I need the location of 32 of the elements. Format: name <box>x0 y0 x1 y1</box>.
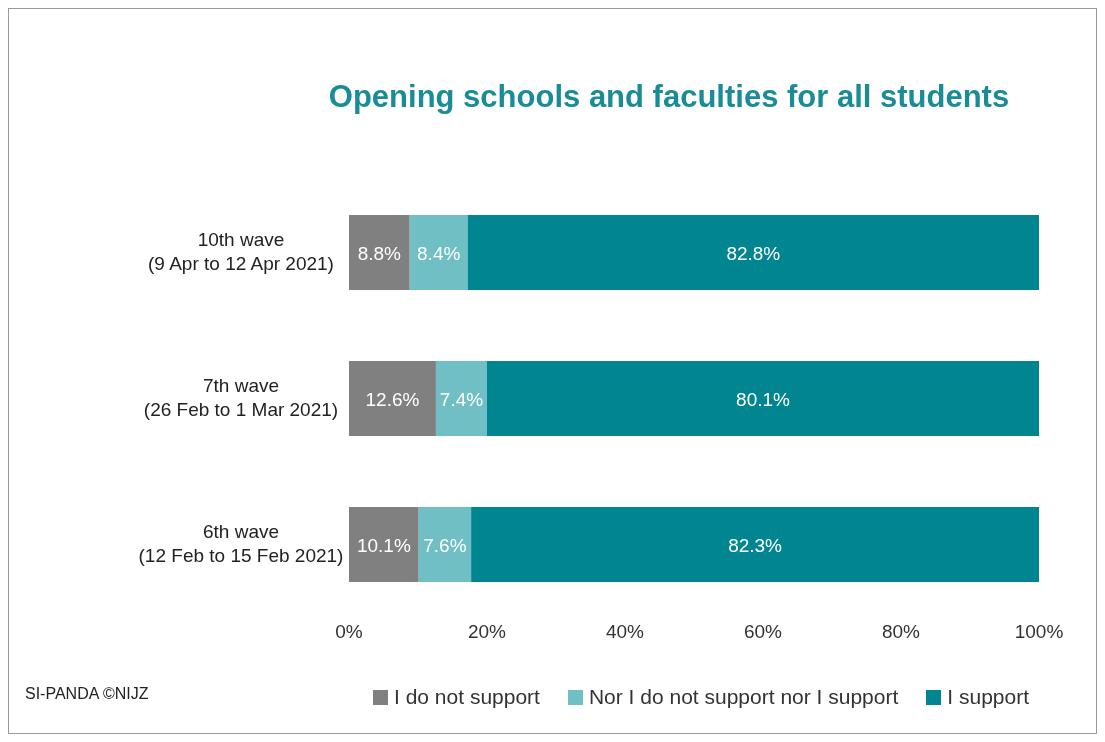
data-label: 10.1% <box>356 534 411 556</box>
bar <box>435 361 487 436</box>
legend-label: I support <box>946 685 1029 709</box>
bar <box>409 215 468 290</box>
x-tick-label: 100% <box>1014 621 1064 643</box>
y-tick-label: 7th wave (26 Feb to 1 Mar 2021) <box>143 375 339 420</box>
y-tick-label: 10th wave (9 Apr to 12 Apr 2021) <box>148 229 334 274</box>
data-label: 82.8% <box>726 242 781 264</box>
legend-label: Nor I do not support nor I support <box>587 685 899 709</box>
text: SI-PANDA ©NIJZ <box>25 685 149 703</box>
bar <box>467 215 1039 290</box>
x-tick-label: 80% <box>881 621 921 643</box>
legend-label: I do not support <box>393 685 540 709</box>
data-label: 7.6% <box>423 534 467 556</box>
bar <box>487 361 1039 436</box>
data-label: 8.4% <box>417 242 461 264</box>
bar <box>349 507 419 582</box>
data-label: 80.1% <box>736 388 791 410</box>
x-tick-label: 20% <box>467 621 507 643</box>
bar <box>349 215 410 290</box>
data-label: 12.6% <box>365 388 420 410</box>
data-label: 82.3% <box>728 534 783 556</box>
x-tick-label: 60% <box>743 621 783 643</box>
x-tick-label: 40% <box>605 621 645 643</box>
x-tick-label: 0% <box>335 621 363 643</box>
chart-title: Opening schools and faculties for all students <box>327 79 1011 115</box>
bar <box>471 507 1039 582</box>
data-label: 8.8% <box>357 242 402 264</box>
bar <box>349 361 436 436</box>
bar <box>418 507 472 582</box>
data-label: 7.4% <box>439 388 484 410</box>
y-tick-label: 6th wave (12 Feb to 15 Feb 2021) <box>138 521 344 566</box>
